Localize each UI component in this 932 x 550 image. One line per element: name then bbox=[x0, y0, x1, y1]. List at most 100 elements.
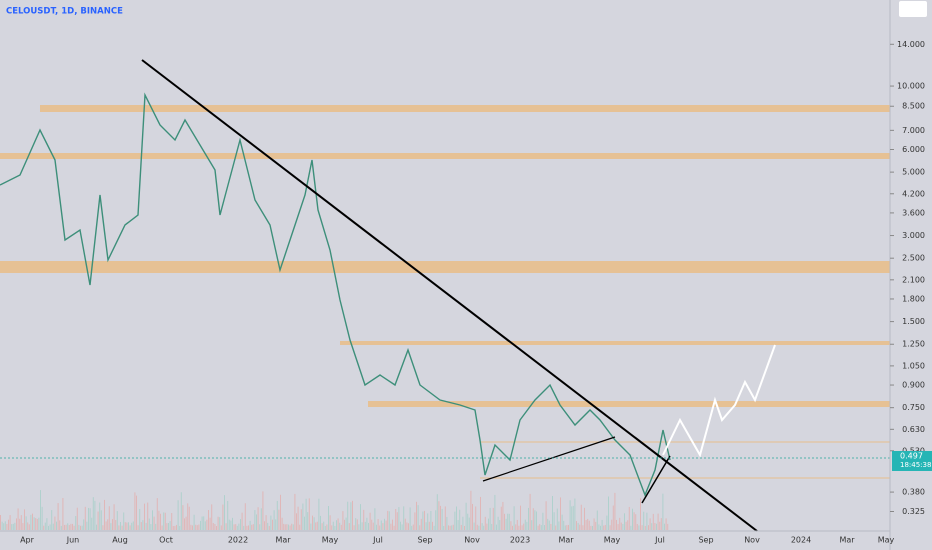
volume-bar bbox=[584, 507, 585, 530]
volume-bar bbox=[64, 524, 65, 530]
volume-bar bbox=[292, 524, 294, 530]
volume-bar bbox=[472, 503, 473, 530]
volume-bar bbox=[340, 524, 342, 530]
volume-bar bbox=[328, 506, 329, 530]
volume-bar bbox=[499, 520, 501, 530]
volume-bar bbox=[67, 523, 69, 530]
time-label: 2022 bbox=[228, 536, 248, 545]
volume-bar bbox=[622, 523, 624, 530]
volume-bar bbox=[136, 495, 137, 530]
volume-bar bbox=[320, 515, 321, 530]
volume-bar bbox=[222, 504, 224, 530]
volume-bar bbox=[638, 525, 640, 530]
volume-bar bbox=[83, 519, 85, 530]
volume-bar bbox=[342, 511, 344, 530]
price-label: 14.000 bbox=[897, 40, 925, 49]
volume-bar bbox=[316, 521, 318, 530]
volume-bar bbox=[555, 525, 557, 530]
volume-bar bbox=[520, 505, 521, 530]
volume-bar bbox=[91, 517, 93, 530]
volume-bar bbox=[617, 524, 619, 530]
volume-bar bbox=[310, 523, 312, 530]
volume-bar bbox=[550, 523, 552, 530]
volume-bar bbox=[504, 513, 505, 530]
volume-bar bbox=[478, 525, 480, 530]
price-label: 1.050 bbox=[902, 361, 925, 370]
volume-bar bbox=[576, 521, 577, 530]
volume-bar bbox=[558, 521, 560, 530]
volume-bar bbox=[371, 519, 373, 530]
volume-bar bbox=[52, 523, 54, 530]
price-label: 0.630 bbox=[902, 425, 925, 434]
volume-bar bbox=[641, 525, 643, 530]
volume-bar bbox=[89, 508, 91, 530]
volume-bar bbox=[456, 506, 457, 530]
volume-bar bbox=[20, 515, 22, 530]
volume-bar bbox=[172, 525, 174, 530]
volume-bar bbox=[481, 523, 483, 530]
volume-bar bbox=[131, 522, 133, 530]
volume-bar bbox=[201, 516, 203, 530]
time-label: Sep bbox=[698, 536, 713, 545]
volume-bar bbox=[595, 521, 597, 530]
volume-bar bbox=[633, 512, 635, 530]
volume-bar bbox=[187, 503, 189, 530]
volume-bar bbox=[193, 514, 195, 530]
volume-bar bbox=[625, 521, 627, 530]
volume-bar bbox=[331, 525, 333, 530]
volume-bar bbox=[524, 519, 526, 530]
time-label: Apr bbox=[20, 536, 35, 545]
volume-bar bbox=[305, 498, 307, 530]
volume-bar bbox=[220, 525, 222, 530]
time-label: Aug bbox=[112, 536, 128, 545]
volume-bar bbox=[25, 516, 27, 530]
volume-bar bbox=[380, 520, 382, 530]
volume-bar bbox=[196, 525, 198, 530]
volume-bar bbox=[385, 520, 387, 530]
last-price-box bbox=[892, 451, 932, 471]
volume-bar bbox=[569, 500, 571, 530]
volume-bar bbox=[356, 519, 358, 530]
volume-bar bbox=[491, 523, 493, 530]
volume-bar bbox=[244, 503, 246, 530]
trendline bbox=[141, 59, 758, 532]
volume-bar bbox=[296, 513, 297, 530]
volume-bar bbox=[657, 513, 659, 530]
volume-bar bbox=[412, 524, 414, 530]
volume-bar bbox=[377, 519, 379, 530]
volume-bar bbox=[41, 506, 43, 530]
volume-bar bbox=[443, 525, 445, 530]
volume-bar bbox=[166, 523, 168, 530]
top-price-label bbox=[899, 1, 927, 17]
volume-bar bbox=[11, 524, 13, 530]
volume-bar bbox=[545, 501, 547, 530]
volume-bar bbox=[588, 520, 590, 530]
volume-bar bbox=[100, 510, 102, 530]
volume-bar bbox=[145, 522, 147, 530]
volume-bar bbox=[139, 508, 141, 530]
symbol-title: CELOUSDT, 1D, BINANCE bbox=[6, 7, 123, 17]
volume-bar bbox=[140, 522, 142, 530]
volume-bar bbox=[283, 523, 285, 530]
volume-bar bbox=[398, 507, 400, 530]
volume-bar bbox=[84, 506, 86, 530]
volume-bar bbox=[590, 525, 592, 530]
price-label: 3.000 bbox=[902, 231, 925, 240]
time-label: May bbox=[878, 536, 895, 545]
volume-bar bbox=[419, 525, 421, 530]
volume-bar bbox=[452, 524, 454, 530]
volume-bar bbox=[552, 495, 553, 530]
volume-bar bbox=[635, 514, 637, 530]
volume-bar bbox=[212, 522, 214, 530]
volume-bar bbox=[539, 524, 541, 530]
volume-bar bbox=[612, 505, 614, 530]
volume-bar bbox=[270, 515, 272, 530]
volume-bar bbox=[307, 512, 309, 530]
volume-bar bbox=[572, 505, 574, 530]
volume-bar bbox=[390, 523, 392, 530]
volume-bar bbox=[438, 501, 440, 530]
volume-bar bbox=[571, 506, 573, 530]
volume-bar bbox=[464, 525, 465, 530]
volume-bar bbox=[129, 525, 131, 530]
volume-bar bbox=[440, 505, 441, 530]
